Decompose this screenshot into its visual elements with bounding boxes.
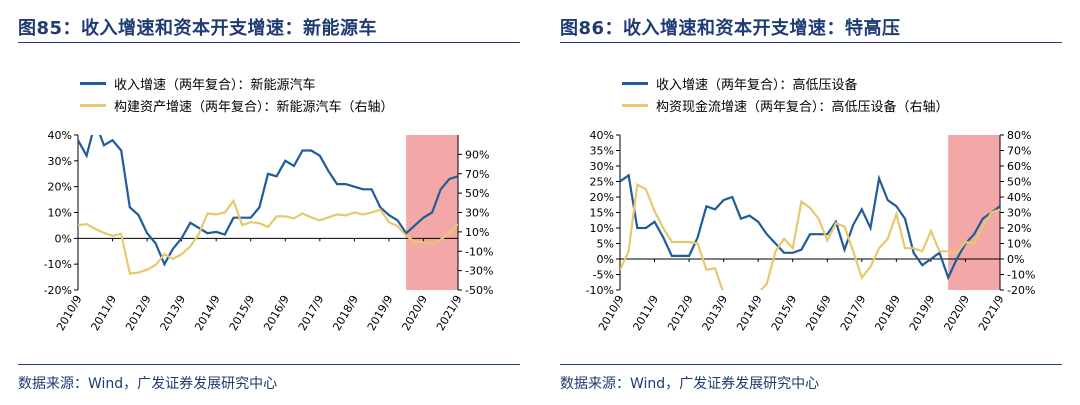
source-rule	[18, 364, 520, 365]
series-line-blue	[78, 135, 458, 267]
x-tick-label: 2021/9	[434, 293, 465, 333]
y-tick-label-right: -10%	[1007, 269, 1035, 282]
x-tick-label: 2013/9	[158, 293, 189, 333]
legend-label: 构资现金流增速（两年复合）：高低压设备（右轴）	[656, 99, 949, 115]
legend-label: 构建资产增速（两年复合）：新能源汽车（右轴）	[114, 99, 394, 115]
y-tick-label-right: 20%	[1007, 222, 1031, 235]
x-tick-label: 2018/9	[872, 293, 903, 333]
y-tick-label-right: 30%	[1007, 207, 1031, 220]
source-note: 数据来源：Wind，广发证券发展研究中心	[18, 376, 278, 392]
y-tick-label-left: 10%	[48, 207, 72, 220]
x-tick-label: 2011/9	[631, 293, 662, 333]
y-tick-label-left: 5%	[597, 238, 614, 251]
chart-panel-left: 图85：收入增速和资本开支增速：新能源车 收入增速（两年复合）：新能源汽车 构建…	[18, 0, 538, 405]
y-tick-label-right: 80%	[1007, 129, 1031, 142]
legend-item: 构资现金流增速（两年复合）：高低压设备（右轴）	[622, 94, 949, 116]
legend-label: 收入增速（两年复合）：高低压设备	[656, 77, 858, 93]
legend-item: 构建资产增速（两年复合）：新能源汽车（右轴）	[80, 94, 394, 116]
y-tick-label-left: -20%	[44, 284, 72, 297]
chart-panel-right: 图86：收入增速和资本开支增速：特高压 收入增速（两年复合）：高低压设备 构资现…	[560, 0, 1080, 405]
y-tick-label-right: 10%	[465, 226, 489, 239]
y-tick-label-left: 20%	[590, 191, 614, 204]
x-tick-label: 2017/9	[296, 293, 327, 333]
y-tick-label-right: 0%	[1007, 253, 1024, 266]
y-tick-label-left: 40%	[590, 129, 614, 142]
y-tick-label-left: 0%	[597, 253, 614, 266]
line-chart: -10% -5% 0% 5% 10% 15% 20% 25% 30% 35% 40% -20% -10%…	[586, 129, 1036, 333]
y-tick-label-right: -10%	[465, 245, 493, 258]
x-tick-label: 2010/9	[596, 293, 627, 333]
x-tick-label: 2018/9	[330, 293, 361, 333]
source-note: 数据来源：Wind，广发证券发展研究中心	[560, 376, 820, 392]
x-tick-label: 2014/9	[734, 293, 765, 333]
y-tick-label-left: 10%	[590, 222, 614, 235]
source-rule	[560, 364, 1062, 365]
y-tick-label-left: -10%	[44, 258, 72, 271]
legend: 收入增速（两年复合）：新能源汽车 构建资产增速（两年复合）：新能源汽车（右轴）	[80, 72, 394, 116]
series-line-yellow	[620, 182, 1000, 290]
x-tick-label: 2014/9	[192, 293, 223, 333]
x-tick-label: 2013/9	[700, 293, 731, 333]
series-line-yellow	[78, 198, 458, 275]
legend-swatch-blue	[80, 81, 106, 85]
y-tick-label-right: 60%	[1007, 160, 1031, 173]
x-tick-label: 2012/9	[123, 293, 154, 333]
y-tick-label-left: -5%	[593, 269, 614, 282]
legend-swatch-yellow	[80, 103, 106, 107]
y-tick-label-right: 50%	[1007, 176, 1031, 189]
y-tick-label-right: 70%	[465, 168, 489, 181]
x-tick-label: 2021/9	[976, 293, 1007, 333]
legend-swatch-yellow	[622, 103, 648, 107]
y-tick-label-left: 25%	[590, 176, 614, 189]
x-tick-label: 2016/9	[803, 293, 834, 333]
legend-swatch-blue	[622, 81, 648, 85]
y-tick-label-left: 0%	[55, 232, 72, 245]
y-tick-label-left: 15%	[590, 207, 614, 220]
x-tick-label: 2010/9	[54, 293, 85, 333]
x-tick-label: 2020/9	[399, 293, 430, 333]
y-tick-label-left: 35%	[590, 145, 614, 158]
x-tick-label: 2015/9	[769, 293, 800, 333]
y-tick-label-right: 30%	[465, 207, 489, 220]
y-tick-label-right: 40%	[1007, 191, 1031, 204]
x-tick-label: 2019/9	[907, 293, 938, 333]
chart-title: 图85：收入增速和资本开支增速：新能源车	[18, 18, 378, 39]
y-tick-label-right: -20%	[1007, 284, 1035, 297]
chart-title: 图86：收入增速和资本开支增速：特高压	[560, 18, 901, 39]
legend-item: 收入增速（两年复合）：高低压设备	[622, 72, 949, 94]
y-tick-label-left: 40%	[48, 129, 72, 142]
y-tick-label-right: 10%	[1007, 238, 1031, 251]
x-tick-label: 2020/9	[941, 293, 972, 333]
y-tick-label-right: 70%	[1007, 145, 1031, 158]
x-tick-label: 2015/9	[227, 293, 258, 333]
line-chart: -20% -10% 0% 10% 20% 30% 40% -50% -30% -10% 10% 30%…	[44, 129, 494, 333]
x-tick-label: 2011/9	[89, 293, 120, 333]
x-tick-label: 2019/9	[365, 293, 396, 333]
series-line-blue	[620, 173, 1000, 281]
legend: 收入增速（两年复合）：高低压设备 构资现金流增速（两年复合）：高低压设备（右轴）	[622, 72, 949, 116]
x-tick-label: 2016/9	[261, 293, 292, 333]
y-tick-label-left: 30%	[590, 160, 614, 173]
legend-label: 收入增速（两年复合）：新能源汽车	[114, 77, 316, 93]
y-tick-label-right: -50%	[465, 284, 493, 297]
x-tick-label: 2017/9	[838, 293, 869, 333]
y-tick-label-right: 50%	[465, 187, 489, 200]
x-tick-label: 2012/9	[665, 293, 696, 333]
y-tick-label-right: 90%	[465, 148, 489, 161]
y-tick-label-left: 20%	[48, 181, 72, 194]
title-rule	[560, 42, 1062, 43]
legend-item: 收入增速（两年复合）：新能源汽车	[80, 72, 394, 94]
y-tick-label-left: 30%	[48, 155, 72, 168]
y-tick-label-right: -30%	[465, 265, 493, 278]
title-rule	[18, 42, 520, 43]
y-tick-label-left: -10%	[586, 284, 614, 297]
